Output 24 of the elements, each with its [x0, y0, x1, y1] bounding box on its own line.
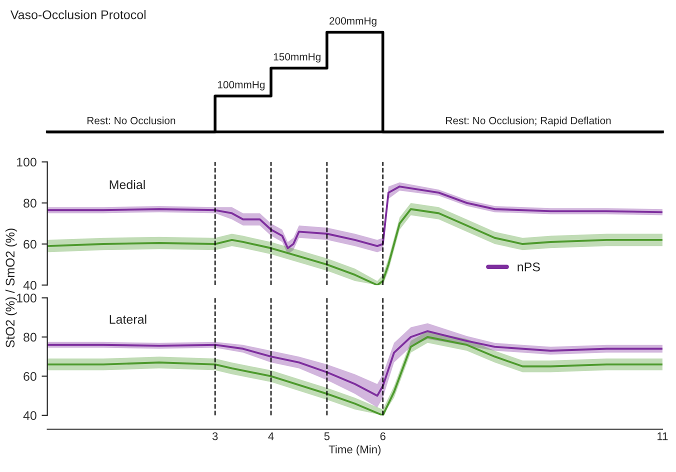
- y-tick-label: 40: [23, 411, 36, 420]
- annotation: 100mmHg: [218, 81, 265, 90]
- annotation: Rest: No Occlusion: [87, 116, 176, 124]
- y-tick-label: 100: [17, 294, 36, 302]
- y-tick-label: 60: [24, 372, 36, 381]
- x-tick-label: 3: [212, 432, 218, 440]
- x-tick-label: 11: [658, 432, 668, 440]
- y-tick-label: 40: [23, 280, 36, 290]
- legend-label: nPS: [518, 262, 540, 272]
- chart-title: Vaso-Occlusion Protocol: [10, 10, 146, 20]
- y-tick-label: 80: [24, 198, 36, 208]
- y-tick-label: 80: [24, 332, 36, 342]
- text: Lateral: [110, 314, 146, 324]
- x-tick-label: 6: [380, 432, 386, 440]
- text: Medial: [110, 180, 145, 190]
- y-tick-label: 60: [24, 240, 36, 249]
- annotation: 150mmHg: [274, 53, 320, 63]
- x-tick-label: 4: [268, 432, 274, 440]
- x-axis-title: Time (Min): [328, 445, 381, 456]
- y-tick-label: 100: [17, 158, 36, 167]
- annotation: Rest: No Occlusion; Rapid Deflation: [446, 116, 611, 126]
- annotation: 200mmHg: [330, 17, 376, 27]
- y-axis-title: StO2 (%) / SmO2 (%): [5, 228, 18, 348]
- x-tick-label: 5: [324, 432, 330, 440]
